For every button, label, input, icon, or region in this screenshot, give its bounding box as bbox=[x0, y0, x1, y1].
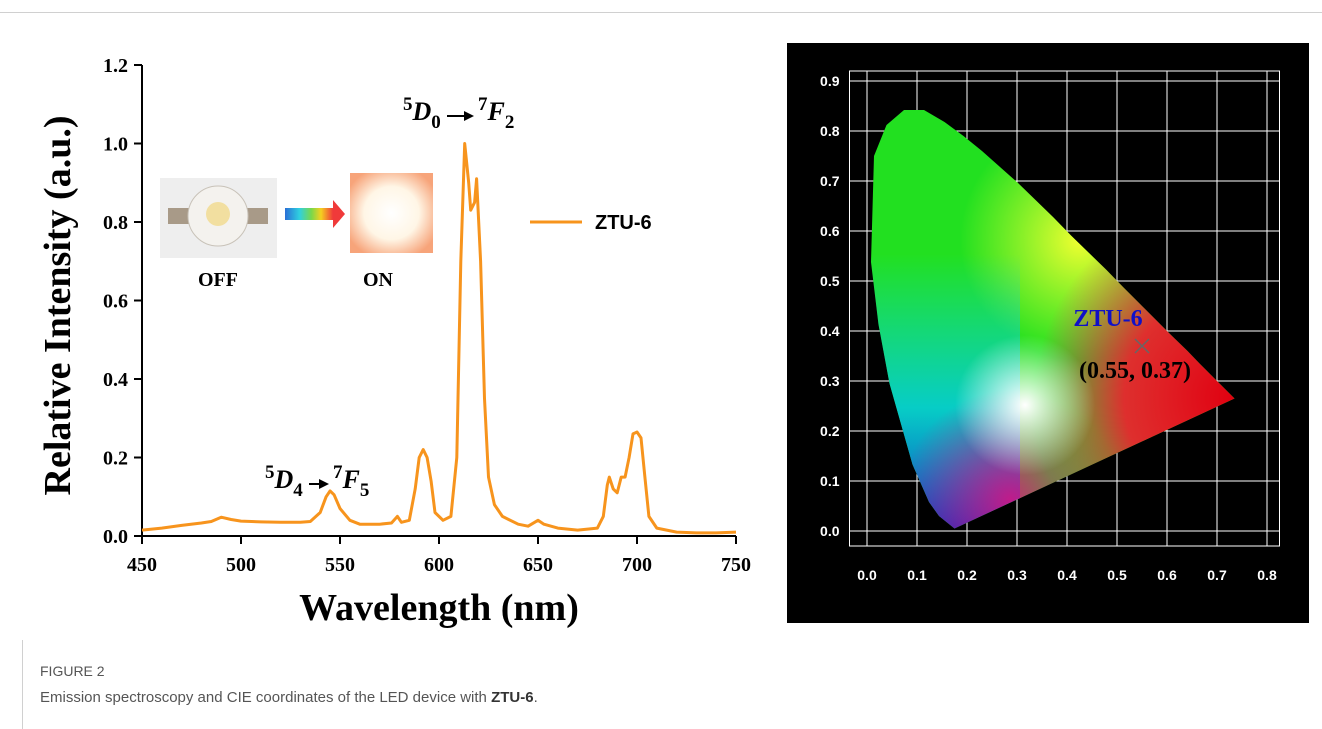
term-letter: D bbox=[412, 97, 432, 126]
point-label: (0.55, 0.37) bbox=[1079, 358, 1191, 384]
arrow-shaft bbox=[285, 208, 333, 220]
term-sub: 0 bbox=[431, 112, 441, 133]
x-tick-label: 450 bbox=[127, 554, 157, 576]
y-tick-label: 1.0 bbox=[103, 134, 128, 156]
term-sub: 2 bbox=[505, 112, 515, 133]
y-tick-label: 0.8 bbox=[103, 212, 128, 234]
term-sup: 5 bbox=[403, 94, 413, 115]
y-tick-label: 0.4 bbox=[820, 323, 840, 339]
x-tick-label: 500 bbox=[226, 554, 256, 576]
term-sub: 4 bbox=[293, 480, 303, 501]
x-tick-label: 750 bbox=[721, 554, 751, 576]
transition-term: 7F5 bbox=[333, 462, 369, 501]
inset-label: OFF bbox=[198, 269, 238, 291]
term-letter: F bbox=[487, 97, 505, 126]
y-tick-label: 0.2 bbox=[103, 448, 128, 470]
transition-term: 5D4 bbox=[265, 462, 303, 501]
y-tick-label: 1.2 bbox=[103, 55, 128, 77]
x-tick-label: 600 bbox=[424, 554, 454, 576]
y-tick-label: 0.7 bbox=[820, 173, 840, 189]
term-letter: D bbox=[274, 465, 294, 494]
y-tick-label: 0.6 bbox=[820, 223, 840, 239]
x-axis-title: Wavelength (nm) bbox=[299, 587, 579, 629]
transition-arrow-head bbox=[319, 479, 329, 489]
point-name: ZTU-6 bbox=[1073, 306, 1142, 332]
x-tick-label: 650 bbox=[523, 554, 553, 576]
y-tick-label: 0.6 bbox=[103, 291, 128, 313]
caption-label: FIGURE 2 bbox=[40, 663, 105, 679]
plot-frame bbox=[849, 70, 1280, 547]
y-tick-label: 0.0 bbox=[820, 523, 840, 539]
x-tick-label: 0.2 bbox=[957, 567, 977, 583]
y-tick-label: 0.8 bbox=[820, 123, 840, 139]
led-on-photo bbox=[350, 173, 433, 253]
term-sup: 7 bbox=[333, 462, 343, 483]
legend-label: ZTU-6 bbox=[595, 212, 652, 234]
y-tick-label: 0.4 bbox=[103, 369, 128, 391]
caption-text: Emission spectroscopy and CIE coordinate… bbox=[40, 689, 538, 706]
x-tick-label: 0.8 bbox=[1257, 567, 1277, 583]
x-tick-label: 0.1 bbox=[907, 567, 927, 583]
x-tick-label: 0.4 bbox=[1057, 567, 1077, 583]
caption-end: . bbox=[534, 689, 538, 706]
caption: FIGURE 2 Emission spectroscopy and CIE co… bbox=[40, 663, 538, 706]
term-sup: 5 bbox=[265, 462, 275, 483]
term-letter: F bbox=[342, 465, 360, 494]
x-tick-label: 550 bbox=[325, 554, 355, 576]
arrow-head bbox=[333, 200, 345, 228]
y-tick-label: 0.0 bbox=[103, 526, 128, 548]
term-sub: 5 bbox=[360, 480, 370, 501]
led-chip bbox=[206, 202, 230, 226]
cie-point bbox=[1134, 338, 1150, 354]
y-axis-title: Relative Intensity (a.u.) bbox=[37, 116, 79, 496]
inset-label: ON bbox=[363, 269, 394, 291]
led-inset bbox=[160, 173, 433, 258]
y-tick-label: 0.3 bbox=[820, 373, 840, 389]
x-tick-label: 0.5 bbox=[1107, 567, 1127, 583]
y-tick-label: 0.9 bbox=[820, 73, 840, 89]
x-tick-label: 0.3 bbox=[1007, 567, 1027, 583]
caption-body: Emission spectroscopy and CIE coordinate… bbox=[40, 689, 491, 706]
spectrum-line bbox=[141, 142, 737, 535]
x-tick-label: 0.7 bbox=[1207, 567, 1227, 583]
transition-arrow-head bbox=[464, 111, 474, 121]
transition-term: 7F2 bbox=[478, 94, 514, 133]
transition-term: 5D0 bbox=[403, 94, 441, 133]
x-tick-label: 0.6 bbox=[1157, 567, 1177, 583]
caption-bold: ZTU-6 bbox=[491, 689, 534, 706]
term-sup: 7 bbox=[478, 94, 488, 115]
x-tick-label: 0.0 bbox=[857, 567, 877, 583]
y-tick-label: 0.2 bbox=[820, 423, 840, 439]
y-tick-label: 0.5 bbox=[820, 273, 840, 289]
x-tick-label: 700 bbox=[622, 554, 652, 576]
y-tick-label: 0.1 bbox=[820, 473, 840, 489]
